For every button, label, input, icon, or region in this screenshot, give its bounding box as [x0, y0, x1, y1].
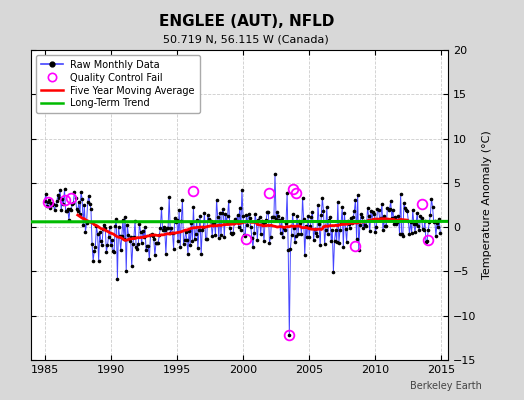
- Text: Berkeley Earth: Berkeley Earth: [410, 381, 482, 391]
- Text: ENGLEE (AUT), NFLD: ENGLEE (AUT), NFLD: [159, 14, 334, 29]
- Y-axis label: Temperature Anomaly (°C): Temperature Anomaly (°C): [482, 131, 492, 279]
- Text: 50.719 N, 56.115 W (Canada): 50.719 N, 56.115 W (Canada): [163, 34, 329, 44]
- Legend: Raw Monthly Data, Quality Control Fail, Five Year Moving Average, Long-Term Tren: Raw Monthly Data, Quality Control Fail, …: [36, 55, 200, 113]
